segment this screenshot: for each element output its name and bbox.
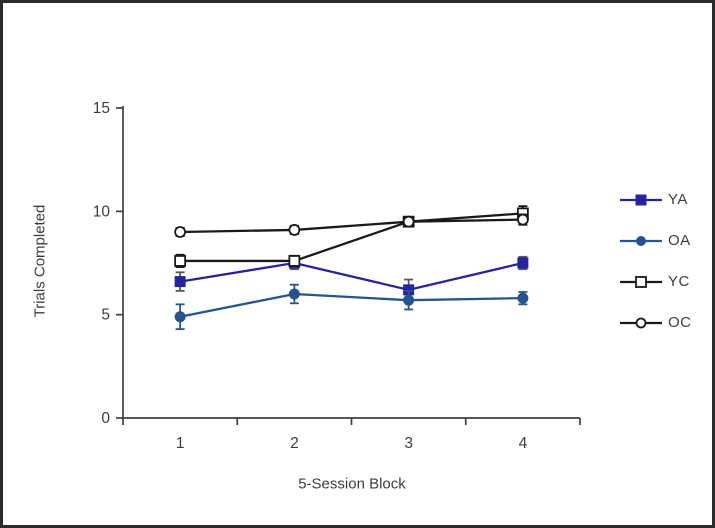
- data-point-marker: [288, 288, 300, 300]
- data-point-marker: [516, 213, 529, 226]
- legend-swatch: [620, 317, 662, 328]
- legend-swatch: [620, 275, 662, 288]
- legend-item-OC: OC: [619, 312, 692, 333]
- legend-marker-icon: [636, 235, 646, 246]
- data-point-marker: [174, 276, 186, 288]
- x-tick-label: 2: [290, 435, 299, 452]
- x-axis-title: 5-Session Block: [298, 475, 406, 493]
- legend-item-YC: YC: [619, 271, 692, 292]
- legend-label: OA: [668, 232, 691, 249]
- legend-label: OC: [668, 314, 692, 331]
- legend-swatch: [620, 235, 662, 246]
- legend-item-OA: OA: [619, 230, 692, 251]
- legend-label: YC: [668, 273, 690, 290]
- data-point-marker: [517, 292, 529, 304]
- data-point-marker: [288, 255, 301, 267]
- series-YC: [174, 205, 529, 269]
- legend-swatch: [620, 194, 662, 205]
- data-point-marker: [288, 224, 301, 236]
- data-point-marker: [403, 294, 415, 306]
- series-line-OA: [179, 292, 523, 318]
- legend-marker-icon: [635, 194, 647, 205]
- legend-item-YA: YA: [619, 189, 692, 210]
- legend-marker-icon: [635, 317, 647, 328]
- tick-labels: 0 5 10 15 1 2 3 4: [93, 100, 528, 452]
- y-tick-label: 15: [93, 100, 110, 117]
- data-point-marker: [517, 257, 529, 269]
- series-line-YC: [180, 212, 523, 263]
- chart-legend: YA OA YC OC: [619, 189, 692, 333]
- series-line-OC: [180, 218, 523, 234]
- series-OC: [174, 213, 529, 238]
- x-tick-label: 3: [404, 435, 413, 452]
- data-point-marker: [174, 226, 187, 238]
- y-tick-label: 0: [101, 410, 110, 427]
- series-OA: [174, 283, 529, 331]
- y-tick-label: 10: [93, 203, 111, 220]
- series-line-YA: [179, 261, 524, 292]
- data-point-marker: [174, 255, 187, 267]
- y-axis-title: Trials Completed: [31, 204, 49, 318]
- line-chart-canvas: 0 5 10 15 1 2 3 4: [93, 100, 581, 452]
- series-YA: [174, 255, 529, 302]
- x-tick-label: 1: [176, 435, 185, 452]
- data-point-marker: [174, 311, 186, 323]
- x-tick-label: 4: [519, 435, 528, 452]
- legend-label: YA: [668, 191, 688, 208]
- data-point-marker: [402, 215, 415, 228]
- axes: [116, 106, 581, 425]
- y-tick-label: 5: [101, 307, 110, 324]
- legend-marker-icon: [635, 275, 647, 288]
